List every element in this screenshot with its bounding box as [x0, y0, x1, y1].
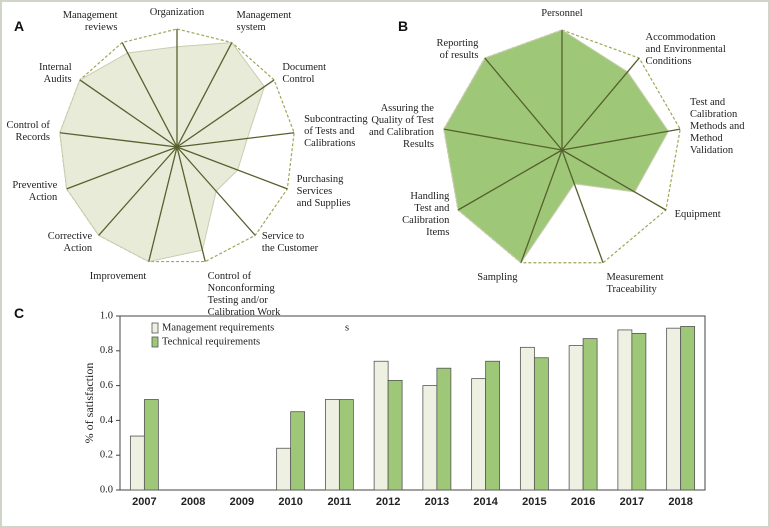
y-tick-label: 0.2	[100, 450, 113, 461]
category-label: Preventive Action	[12, 180, 58, 204]
bar	[471, 378, 487, 491]
spoke	[176, 79, 275, 148]
spoke	[561, 57, 640, 151]
bar	[582, 338, 598, 491]
bar	[290, 411, 306, 491]
bar	[666, 327, 682, 491]
bar	[276, 447, 292, 491]
spoke	[98, 146, 178, 236]
annotation: s	[345, 322, 349, 333]
bar	[680, 326, 696, 491]
x-tick-label: 2007	[132, 496, 156, 508]
panel-label: B	[398, 18, 409, 34]
x-tick-label: 2015	[522, 496, 546, 508]
x-tick-label: 2018	[668, 496, 692, 508]
category-label: Document Control	[282, 62, 327, 86]
bar	[519, 346, 535, 491]
bar	[373, 360, 389, 491]
spoke	[176, 146, 206, 262]
bar	[143, 399, 159, 491]
spoke	[443, 128, 563, 151]
y-tick-label: 0.6	[100, 380, 113, 391]
x-tick-label: 2016	[571, 496, 595, 508]
x-tick-label: 2008	[181, 496, 205, 508]
legend-label: Management requirements	[162, 322, 274, 333]
x-tick-label: 2017	[620, 496, 644, 508]
bar	[129, 435, 145, 491]
spoke	[176, 146, 256, 236]
category-label: Management system	[236, 9, 292, 33]
legend-swatch	[151, 336, 159, 348]
category-label: Purchasing Services and Supplies	[296, 174, 351, 210]
spoke	[484, 57, 563, 151]
bar	[338, 399, 354, 491]
category-label: Service to the Customer	[261, 230, 319, 254]
spoke	[121, 42, 178, 148]
category-label: Internal Audits	[39, 62, 72, 86]
bar	[568, 345, 584, 491]
category-label: Measurement Traceability	[606, 272, 664, 296]
spoke	[457, 149, 563, 211]
category-label: Improvement	[89, 271, 147, 283]
bar	[617, 329, 633, 491]
x-tick-label: 2013	[425, 496, 449, 508]
y-tick-label: 0.8	[100, 345, 113, 356]
spoke	[561, 149, 604, 263]
category-label: Management reviews	[62, 9, 118, 33]
spoke	[561, 149, 667, 211]
bar	[324, 399, 340, 491]
bar	[533, 357, 549, 491]
category-label: Accommodation and Environmental Conditio…	[645, 32, 726, 68]
spoke	[561, 128, 681, 151]
legend-label: Technical requirements	[162, 336, 260, 347]
plot-area	[119, 315, 706, 491]
category-label: Subcontracting of Tests and Calibrations	[304, 113, 368, 149]
spoke	[148, 146, 178, 262]
x-tick-label: 2012	[376, 496, 400, 508]
spoke	[176, 146, 288, 190]
category-label: Test and Calibration Methods and Method …	[690, 97, 745, 157]
y-tick-label: 1.0	[100, 310, 113, 321]
spoke	[520, 149, 563, 263]
radar-area	[443, 29, 669, 264]
x-tick-label: 2010	[278, 496, 302, 508]
x-tick-label: 2014	[473, 496, 498, 508]
x-tick-label: 2009	[230, 496, 254, 508]
category-label: Personnel	[541, 8, 583, 19]
spoke	[176, 42, 233, 148]
bar	[485, 360, 501, 491]
spoke	[176, 132, 295, 148]
category-label: Control of Records	[6, 119, 50, 143]
category-label: Assuring the Quality of Test and Calibra…	[368, 103, 434, 151]
spoke	[79, 79, 178, 148]
spoke	[66, 146, 178, 190]
category-label: Reporting of results	[436, 38, 479, 62]
category-label: Corrective Action	[47, 230, 93, 254]
legend-swatch	[151, 322, 159, 334]
category-label: Equipment	[674, 209, 721, 220]
panel-label: C	[14, 305, 25, 321]
bar	[631, 332, 647, 491]
panel-label: A	[14, 18, 25, 34]
y-axis-title: % of satisfaction	[82, 363, 96, 444]
category-label: Control of Nonconforming Testing and/or …	[207, 271, 281, 319]
bar	[387, 379, 403, 491]
category-label: Handling Test and Calibration Items	[402, 191, 450, 238]
x-tick-label: 2011	[327, 496, 351, 508]
y-tick-label: 0.0	[100, 484, 113, 495]
bar	[436, 367, 452, 491]
category-label: Sampling	[477, 272, 518, 284]
y-tick-label: 0.4	[100, 415, 114, 426]
bar	[422, 385, 438, 491]
spoke	[59, 132, 178, 148]
category-label: Organization	[149, 7, 205, 18]
